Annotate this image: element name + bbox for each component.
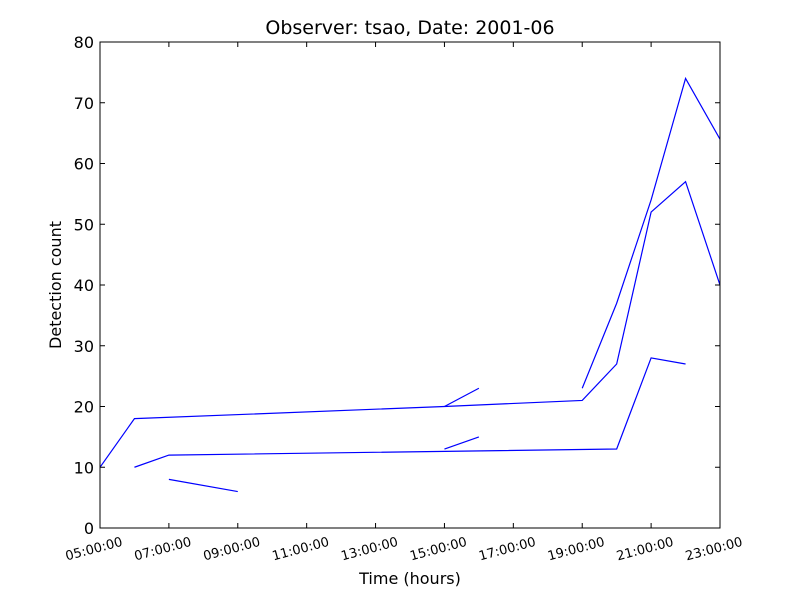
x-tick-label: 11:00:00 xyxy=(271,535,331,565)
series-line-segment-2 xyxy=(134,357,686,468)
x-tick-label: 05:00:00 xyxy=(64,535,124,565)
x-tick-label: 13:00:00 xyxy=(340,535,400,565)
x-tick-label: 19:00:00 xyxy=(546,535,606,565)
x-tick-label: 15:00:00 xyxy=(408,535,468,565)
series-line-segment-1 xyxy=(100,180,720,468)
x-axis: 05:00:00 07:00:00 09:00:00 11:00:00 13:00:00… xyxy=(64,42,744,564)
x-tick-label: 09:00:00 xyxy=(202,535,262,565)
x-tick-label: 23:00:00 xyxy=(684,535,744,565)
y-tick-label: 20 xyxy=(74,398,94,417)
y-tick-label: 50 xyxy=(74,215,94,234)
y-tick-label: 60 xyxy=(74,155,94,174)
series-line-segment-4 xyxy=(444,387,480,408)
y-tick-label: 0 xyxy=(84,519,94,538)
y-tick-label: 30 xyxy=(74,337,94,356)
x-tick-label: 07:00:00 xyxy=(133,535,193,565)
y-tick-label: 70 xyxy=(74,94,94,113)
x-tick-label: 17:00:00 xyxy=(477,535,537,565)
plot-area xyxy=(100,76,720,493)
y-tick-label: 40 xyxy=(74,276,94,295)
series-line-segment-5 xyxy=(444,436,480,450)
series-line-segment-6 xyxy=(581,76,720,389)
y-axis-label: Detection count xyxy=(46,221,65,349)
y-tick-label: 80 xyxy=(74,33,94,52)
y-axis: 0 10 20 30 40 50 60 70 80 xyxy=(74,33,720,538)
series-line-segment-3 xyxy=(168,478,238,493)
x-axis-label: Time (hours) xyxy=(358,569,461,588)
chart-title: Observer: tsao, Date: 2001-06 xyxy=(265,17,554,39)
y-tick-label: 10 xyxy=(74,458,94,477)
x-tick-label: 21:00:00 xyxy=(615,535,675,565)
